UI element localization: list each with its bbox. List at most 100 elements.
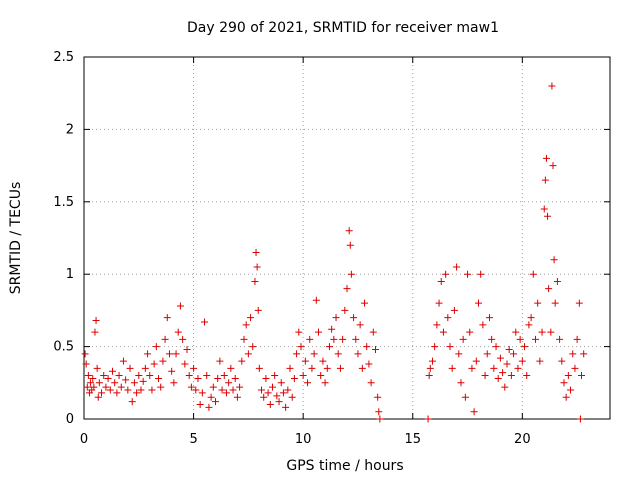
data-point [481,372,489,380]
data-point [433,321,441,329]
data-point [525,321,533,329]
data-point [225,379,233,387]
data-point [205,403,213,411]
y-tick-label: 0 [66,412,74,427]
data-point [488,335,496,343]
x-tick-label: 10 [295,432,312,447]
data-point [185,372,193,380]
chart-title: Day 290 of 2021, SRMTID for receiver maw… [187,20,499,36]
data-point [575,299,583,307]
data-point [448,364,456,372]
data-point [567,386,575,394]
data-point [551,299,559,307]
data-point [266,401,274,409]
data-point [242,321,250,329]
y-tick-label: 1 [66,267,74,282]
data-point [183,345,191,353]
data-point [92,317,100,325]
data-point [534,299,542,307]
y-axis-title: SRMTID / TECUs [8,182,24,295]
data-point [220,372,228,380]
data-point [102,383,110,391]
data-point [306,335,314,343]
data-point [541,176,549,184]
data-point [442,270,450,278]
data-point [346,241,354,249]
data-point [108,367,116,375]
data-point [83,383,91,391]
data-point [319,357,327,365]
data-point [347,270,355,278]
data-point [571,364,579,372]
x-tick-label: 20 [514,432,531,447]
grid-lines [84,57,610,419]
data-point [317,372,325,380]
data-point [209,383,217,391]
data-point [150,360,158,368]
data-point [356,321,364,329]
data-point [321,379,329,387]
data-point [260,393,268,401]
data-point [573,335,581,343]
data-point [196,401,204,409]
data-point [87,379,95,387]
data-point [521,343,529,351]
data-point [492,343,500,351]
data-point [275,398,283,406]
data-point [437,277,445,285]
data-point [556,335,564,343]
data-point [203,372,211,380]
data-point [227,364,235,372]
data-point [176,302,184,310]
data-point [192,386,200,394]
data-point [293,350,301,358]
data-point [119,357,127,365]
data-point [268,383,276,391]
data-point [161,335,169,343]
y-tick-label: 2 [66,122,74,137]
data-point [466,328,474,336]
data-point [350,314,358,322]
data-point [290,374,298,382]
data-point [262,374,270,382]
data-point [170,379,178,387]
data-point [564,372,572,380]
data-point [168,367,176,375]
data-point [459,335,467,343]
data-point [135,372,143,380]
data-point [483,350,491,358]
data-point [444,314,452,322]
data-point [201,318,209,326]
data-point [450,306,458,314]
data-point [90,383,98,391]
data-point [247,314,255,322]
data-point [81,350,89,358]
data-point [84,372,92,380]
data-point [361,299,369,307]
data-point [576,415,584,423]
x-tick-label: 0 [80,432,88,447]
data-point [198,389,206,397]
data-point [277,379,285,387]
data-point [453,263,461,271]
data-point [252,248,260,256]
data-point [499,369,507,377]
data-point [457,379,465,387]
data-point [578,372,586,380]
data-point [91,328,99,336]
data-point [144,350,152,358]
data-point [464,270,472,278]
data-point [163,314,171,322]
x-axis-title: GPS time / hours [286,458,403,474]
data-point [542,154,550,162]
data-point [282,403,290,411]
data-point [95,379,103,387]
data-point [369,328,377,336]
data-point [545,285,553,293]
data-point [363,343,371,351]
data-point [435,299,443,307]
data-point [100,372,108,380]
data-point [155,374,163,382]
data-point [312,296,320,304]
